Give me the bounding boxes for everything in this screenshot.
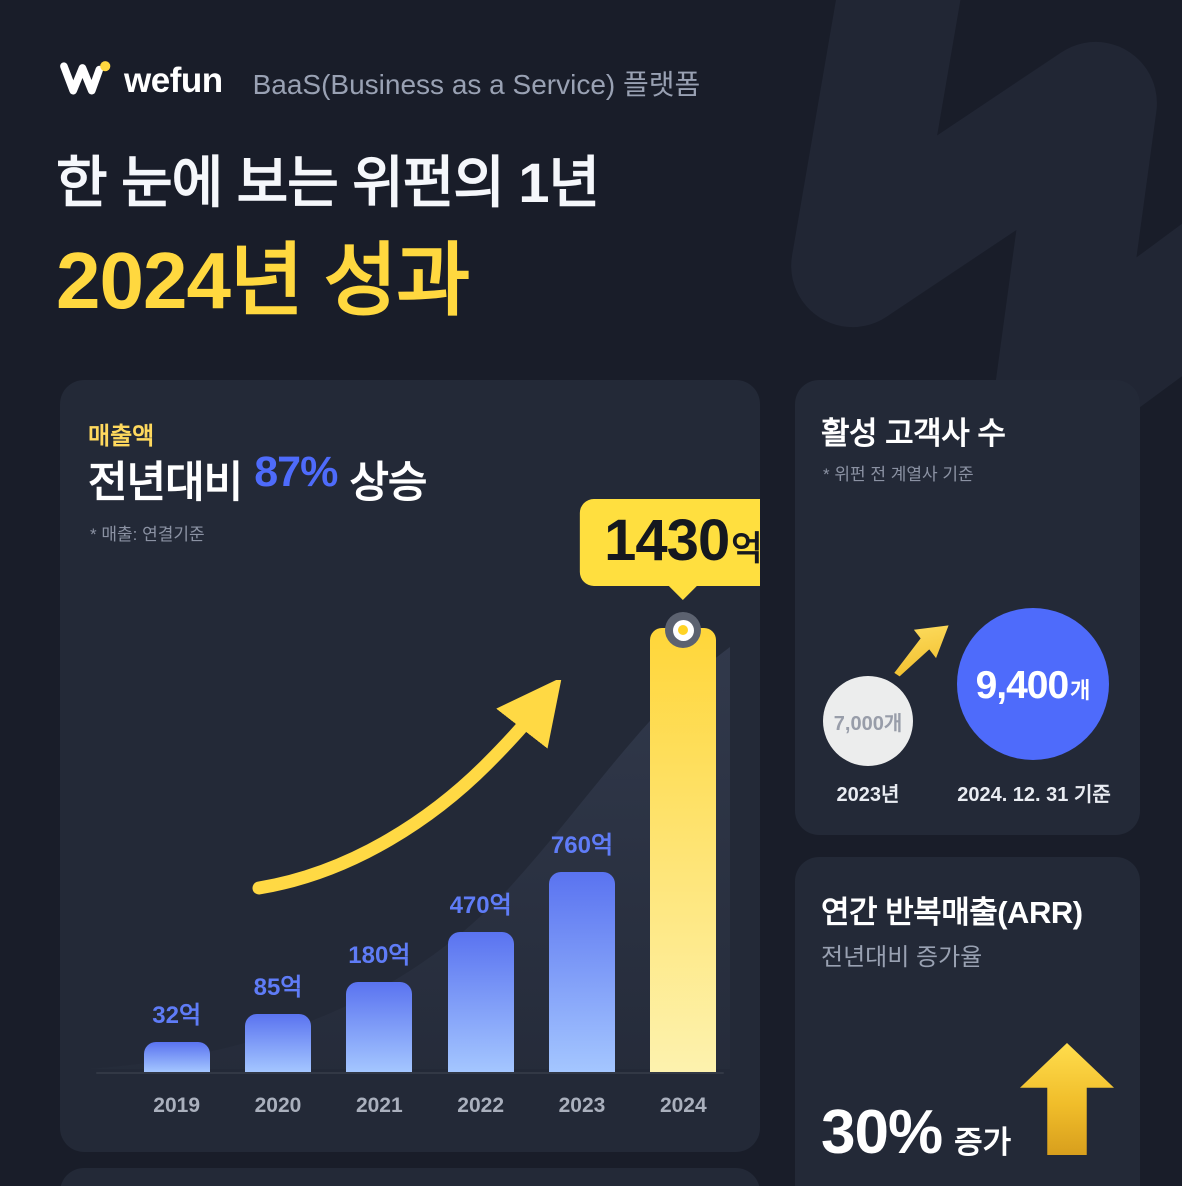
- up-right-arrow-icon: [879, 606, 959, 691]
- customers-footnote: * 위펀 전 계열사 기준: [823, 465, 974, 484]
- arr-percent-suffix: 증가: [954, 1125, 1012, 1160]
- revenue-label: 매출액: [88, 423, 155, 450]
- customers-current-value: 9,400: [975, 664, 1070, 707]
- bar-chart: 32억 85억 180억 470억 760억 1430억: [126, 499, 760, 1072]
- header: wefun BaaS(Business as a Service) 플랫폼: [58, 58, 700, 103]
- customers-current-unit: 개: [1070, 678, 1091, 703]
- bar-2021: [346, 982, 413, 1072]
- revenue-card: 매출액 전년대비 87% 상승 * 매출: 연결기준: [60, 380, 760, 1152]
- axis-label-2022: 2022: [457, 1094, 504, 1117]
- bar-value-label-2023: 760억: [550, 832, 614, 859]
- customers-card: 활성 고객사 수 * 위펀 전 계열사 기준 7,000개 9,400 개 20: [795, 380, 1140, 835]
- bar-2024: [650, 628, 717, 1072]
- bar-value-label-2021: 180억: [348, 942, 411, 969]
- chart-x-axis: 2019 2020 2021 2022 2023 2024: [126, 1094, 734, 1118]
- customers-previous-label: 2023년: [836, 784, 900, 806]
- bar-column-2021: 180억: [329, 622, 430, 1072]
- arr-subtitle: 전년대비 증가율: [821, 944, 983, 971]
- background-w-watermark: [752, 0, 1182, 455]
- page-title-line1: 한 눈에 보는 위펀의 1년: [56, 151, 600, 214]
- customers-previous-value: 7,000개: [833, 712, 903, 735]
- bar-2019: [143, 1042, 210, 1072]
- customers-current-label: 2024. 12. 31 기준: [957, 784, 1111, 806]
- bar-column-2023: 760억: [531, 622, 632, 1072]
- bar-pin-ring: [672, 619, 694, 641]
- wefun-logo-icon: [58, 58, 112, 103]
- bar-pin-marker: [665, 612, 702, 648]
- page-title-line2: 2024년 성과: [56, 236, 470, 325]
- revenue-headline-prefix: 전년대비: [88, 459, 243, 507]
- axis-label-2019: 2019: [153, 1094, 201, 1117]
- customers-title: 활성 고객사 수: [821, 416, 1006, 451]
- customers-current-circle: 9,400 개: [957, 608, 1109, 760]
- brand-name: wefun: [124, 60, 223, 100]
- callout-value: 1430: [604, 508, 730, 573]
- arr-card: 연간 반복매출(ARR) 전년대비 증가율 30% 증가: [795, 857, 1140, 1186]
- arr-title: 연간 반복매출(ARR): [821, 895, 1083, 930]
- revenue-callout: 1430억: [580, 499, 760, 586]
- bar-pin-dot: [678, 625, 689, 635]
- bar-value-label-2022: 470억: [449, 892, 512, 919]
- brand-tagline: BaaS(Business as a Service) 플랫폼: [252, 68, 701, 100]
- revenue-footnote: * 매출: 연결기준: [90, 525, 205, 544]
- customers-previous-circle: 7,000개: [823, 676, 913, 766]
- revenue-headline-suffix: 상승: [349, 459, 427, 507]
- up-arrow-icon: [1020, 1043, 1114, 1155]
- bar-2023: [548, 872, 615, 1072]
- revenue-headline: 전년대비 87% 상승: [88, 448, 427, 510]
- bar-value-label-2020: 85억: [253, 974, 303, 1001]
- callout-unit: 억: [731, 530, 760, 568]
- axis-label-2021: 2021: [355, 1094, 403, 1117]
- bar-2022: [447, 932, 514, 1072]
- bar-column-2024: [633, 622, 734, 1072]
- axis-label-2023: 2023: [558, 1094, 606, 1117]
- bar-column-2020: 85억: [227, 622, 328, 1072]
- bottom-partial-card: [60, 1168, 760, 1186]
- bar-column-2019: 32억: [126, 622, 227, 1072]
- axis-label-2020: 2020: [254, 1094, 302, 1117]
- bar-column-2022: 470억: [430, 622, 531, 1072]
- revenue-headline-percent: 87%: [254, 448, 338, 496]
- bar-value-label-2019: 32억: [152, 1002, 202, 1029]
- growth-arrow-icon: [245, 677, 575, 910]
- axis-label-2024: 2024: [659, 1094, 707, 1117]
- bar-2020: [244, 1014, 311, 1072]
- chart-baseline: [96, 1072, 724, 1074]
- arr-percent: 30%: [821, 1098, 943, 1167]
- arr-stat: 30% 증가: [821, 1097, 1011, 1168]
